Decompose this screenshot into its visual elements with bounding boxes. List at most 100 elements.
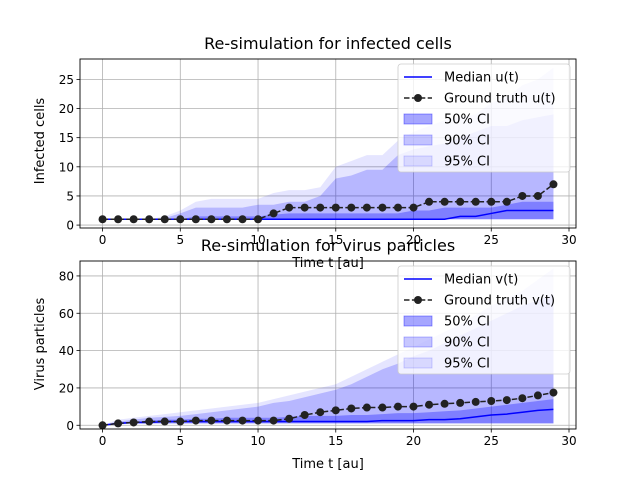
x-tick-label: 15 <box>328 434 343 448</box>
x-tick-label: 5 <box>176 233 184 247</box>
ci50-band <box>102 201 554 220</box>
ci90-band <box>102 114 554 220</box>
ground-truth-point <box>114 215 123 224</box>
ground-truth-point <box>285 203 294 212</box>
x-tick-label: 25 <box>484 434 499 448</box>
ground-truth-point <box>254 215 263 224</box>
ground-truth-point <box>362 203 371 212</box>
ground-truth-point <box>160 215 169 224</box>
legend-label: Median v(t) <box>444 273 518 288</box>
legend-label: 50% CI <box>444 113 490 128</box>
x-axis-label: Time t [au] <box>291 256 364 271</box>
plot-area: 0 5 10 15 20 25 30 0 20 40 60 80 <box>59 260 577 448</box>
y-axis-label: Virus particles <box>33 298 48 391</box>
axes-frame <box>79 58 577 229</box>
ground-truth-point <box>316 203 325 212</box>
y-tick-label: 25 <box>59 73 74 87</box>
legend-ground-truth-marker <box>414 94 422 102</box>
x-tick-label: 10 <box>250 233 265 247</box>
x-tick-label: 0 <box>99 233 107 247</box>
y-tick-label: 5 <box>66 189 74 203</box>
ground-truth-point <box>409 203 418 212</box>
y-tick-label: 10 <box>59 160 74 174</box>
ground-truth-point <box>393 203 402 212</box>
ci95-band <box>102 67 554 220</box>
legend-ci50-swatch <box>403 113 433 125</box>
ground-truth-point <box>176 215 185 224</box>
legend-ci95-swatch <box>403 155 433 167</box>
x-tick-label: 10 <box>250 434 265 448</box>
ground-truth-point <box>129 215 138 224</box>
ground-truth-point <box>425 197 434 206</box>
x-tick-label: 30 <box>561 434 576 448</box>
ground-truth-point <box>378 203 387 212</box>
legend-label: 90% CI <box>444 134 490 149</box>
ground-truth-point <box>440 197 449 206</box>
ground-truth-point <box>238 215 247 224</box>
x-tick-label: 20 <box>406 233 421 247</box>
y-tick-label: 80 <box>59 269 74 283</box>
legend-ground-truth-marker <box>414 296 422 304</box>
y-tick-label: 0 <box>66 219 74 233</box>
ground-truth-point <box>222 215 231 224</box>
ground-truth-point <box>300 203 309 212</box>
legend-label: Ground truth u(t) <box>444 92 556 107</box>
panel-title: Re-simulation for infected cells <box>204 34 452 53</box>
ground-truth-point <box>98 421 107 430</box>
ground-truth-point <box>145 417 154 426</box>
x-tick-label: 0 <box>99 434 107 448</box>
ground-truth-point <box>487 397 496 405</box>
ground-truth-point <box>456 398 465 407</box>
y-tick-label: 20 <box>59 381 74 395</box>
legend-box <box>397 63 571 173</box>
y-tick-label: 15 <box>59 131 74 145</box>
x-tick-label: 30 <box>561 233 576 247</box>
legend-ci95-swatch <box>403 357 433 369</box>
panel-title: Re-simulation for virus particles <box>201 236 455 255</box>
legend-label: 95% CI <box>444 155 490 170</box>
ground-truth-point <box>191 416 200 425</box>
legend-ci90-swatch <box>403 336 433 348</box>
ground-truth-point <box>285 414 294 423</box>
legend-label: 50% CI <box>444 315 490 330</box>
ground-truth-point <box>533 191 542 200</box>
ground-truth-point <box>98 215 107 224</box>
x-tick-label: 15 <box>328 233 343 247</box>
legend: Median v(t) Ground truth v(t) 50% CI 90% CI… <box>397 265 571 375</box>
ground-truth-point <box>409 402 418 411</box>
axes-frame <box>79 260 577 430</box>
ground-truth-point <box>362 403 371 412</box>
ground-truth-point <box>487 197 496 206</box>
ground-truth-point <box>549 388 558 397</box>
x-tick-label: 20 <box>406 434 421 448</box>
ground-truth-point <box>191 215 200 224</box>
legend: Median u(t) Ground truth u(t) 50% CI 90% CI… <box>397 63 571 173</box>
ground-truth-point <box>114 419 123 428</box>
ground-truth-point <box>238 416 247 425</box>
ground-truth-point <box>129 418 138 427</box>
ground-truth-point <box>518 191 527 200</box>
y-tick-label: 60 <box>59 307 74 321</box>
ground-truth-point <box>269 416 278 425</box>
ground-truth-point <box>316 408 325 417</box>
legend-label: Median u(t) <box>444 71 519 86</box>
ground-truth-point <box>471 197 480 206</box>
ground-truth-point <box>254 416 263 425</box>
ground-truth-point <box>393 402 402 411</box>
ground-truth-point <box>425 400 434 409</box>
ground-truth-point <box>471 397 480 406</box>
ground-truth-point <box>549 180 558 189</box>
x-tick-label: 25 <box>484 233 499 247</box>
ground-truth-point <box>502 197 511 206</box>
ground-truth-point <box>533 391 542 400</box>
ground-truth-point <box>176 417 185 426</box>
ground-truth-point <box>207 215 216 224</box>
infected-cells-panel: Re-simulation for infected cells 0 5 10 15 2… <box>33 34 577 271</box>
ground-truth-point <box>440 399 449 408</box>
ground-truth-point <box>347 404 356 413</box>
ground-truth-point <box>160 417 169 426</box>
ground-truth-point <box>502 396 511 405</box>
x-tick-label: 5 <box>176 434 184 448</box>
legend-label: 90% CI <box>444 336 490 351</box>
